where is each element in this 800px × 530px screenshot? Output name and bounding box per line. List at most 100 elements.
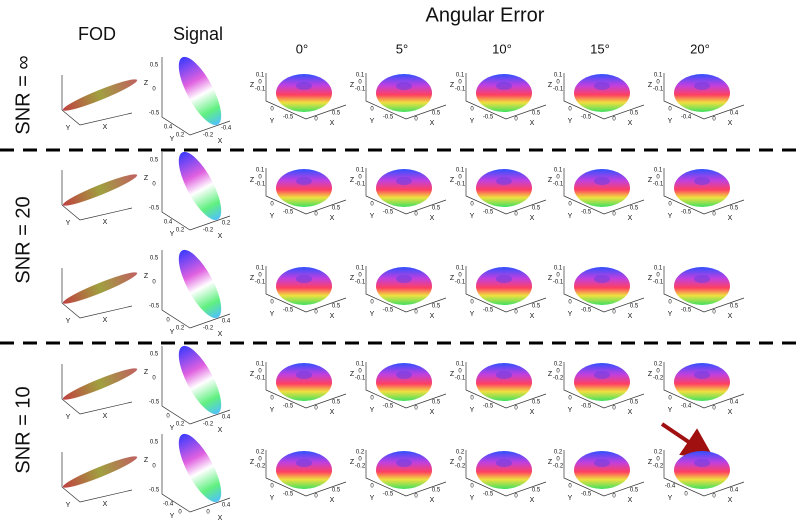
axis-name: Z <box>350 82 355 89</box>
fod-lobe <box>62 174 138 206</box>
odf-shape <box>674 363 730 401</box>
odf-center <box>396 177 412 185</box>
tick-label: -0.4 <box>221 126 232 132</box>
tick-label: 0.1 <box>456 73 465 79</box>
axis-name: X <box>103 317 108 324</box>
tick-label: 0 <box>414 494 418 500</box>
tick-label: 0.5 <box>532 400 541 406</box>
odf-center <box>496 371 512 379</box>
angle-label: 5° <box>396 41 408 56</box>
odf-shape <box>674 451 730 489</box>
tick-label: 0 <box>668 300 672 306</box>
tick-label: 0.5 <box>432 111 441 117</box>
axis-name: X <box>103 413 108 420</box>
axis-name: X <box>218 138 223 145</box>
tick-label: 0 <box>712 310 716 316</box>
tick-label: 0 <box>314 310 318 316</box>
tick-label: 0.4 <box>222 503 231 509</box>
axis-name: Y <box>66 414 71 421</box>
tick-label: -0.1 <box>255 376 266 382</box>
tick-label: 0.1 <box>654 168 663 174</box>
odf-shape <box>376 451 432 489</box>
tick-label: -0.5 <box>283 492 294 498</box>
axis-name: Y <box>370 213 375 220</box>
axis-name: Y <box>668 407 673 414</box>
tick-label: 0.1 <box>356 362 365 368</box>
tick-label: 0 <box>556 273 560 279</box>
tick-label: 0.2 <box>256 450 265 456</box>
axis-box <box>61 452 133 503</box>
tick-label: -0.2 <box>203 228 214 234</box>
tick-label: 0.2 <box>654 450 663 456</box>
tick-label: 0.5 <box>532 111 541 117</box>
tick-label: 0 <box>656 175 660 181</box>
tick-label: 0 <box>656 369 660 375</box>
tick-label: 0 <box>314 212 318 218</box>
axis-box <box>465 168 547 215</box>
tick-label: 0 <box>556 80 560 86</box>
tick-label: 0 <box>270 202 274 208</box>
tick-label: 0.5 <box>150 352 159 358</box>
snr-label: SNR = 10 <box>12 386 34 473</box>
axis-name: X <box>430 120 435 127</box>
tick-label: 0 <box>458 175 462 181</box>
column-title: Signal <box>173 24 223 44</box>
tick-label: 0 <box>668 396 672 402</box>
tick-label: 0 <box>556 457 560 463</box>
tick-label: 0.5 <box>630 206 639 212</box>
tick-label: -0.4 <box>665 484 676 490</box>
tick-label: 0.5 <box>532 304 541 310</box>
arrow <box>660 422 715 460</box>
tick-label: -0.5 <box>383 492 394 498</box>
tick-label: 0 <box>568 300 572 306</box>
axis-name: Y <box>170 329 175 336</box>
tick-label: 0 <box>370 107 374 113</box>
signal-shape <box>178 151 222 221</box>
tick-label: 0 <box>470 300 474 306</box>
tick-label: -0.5 <box>149 111 160 117</box>
tick-label: 0 <box>258 273 262 279</box>
axis-name: X <box>218 233 223 240</box>
tick-label: 0.2 <box>176 228 185 234</box>
axis-name: X <box>218 515 223 522</box>
axis-name: X <box>530 120 535 127</box>
axis-name: Y <box>66 220 71 227</box>
odf-center <box>694 177 710 185</box>
odf-shape <box>674 74 730 112</box>
tick-label: 0.5 <box>432 304 441 310</box>
tick-label: 0.5 <box>332 111 341 117</box>
tick-label: -0.5 <box>383 115 394 121</box>
tick-label: -0.5 <box>681 308 692 314</box>
axis-name: Z <box>144 457 149 464</box>
odf-center <box>296 459 312 467</box>
tick-label: 0.5 <box>730 206 739 212</box>
axis-name: Z <box>648 371 653 378</box>
axis-name: Y <box>370 495 375 502</box>
axis-name: Y <box>568 118 573 125</box>
axis-box <box>663 73 745 120</box>
tick-label: -0.5 <box>149 304 160 310</box>
axis-box <box>365 362 447 409</box>
tick-label: 0 <box>684 492 688 498</box>
tick-label: 0 <box>568 484 572 490</box>
tick-label: -0.2 <box>553 464 564 470</box>
tick-label: -0.5 <box>149 400 160 406</box>
tick-label: 0.2 <box>176 422 185 428</box>
axis-name: Y <box>470 311 475 318</box>
tick-label: 0 <box>258 369 262 375</box>
axis-box <box>663 450 745 497</box>
axis-name: X <box>530 497 535 504</box>
odf-center <box>694 82 710 90</box>
axis-name: Y <box>568 495 573 502</box>
tick-label: 0 <box>568 107 572 113</box>
tick-label: 0.5 <box>332 488 341 494</box>
axis-name: Z <box>250 82 255 89</box>
tick-label: 0.5 <box>730 304 739 310</box>
axis-name: Z <box>548 371 553 378</box>
axis-box <box>265 266 347 313</box>
axis-name: Z <box>350 275 355 282</box>
tick-label: -0.1 <box>653 280 664 286</box>
tick-label: -0.1 <box>355 376 366 382</box>
tick-label: 0.2 <box>554 450 563 456</box>
odf-center <box>594 82 610 90</box>
